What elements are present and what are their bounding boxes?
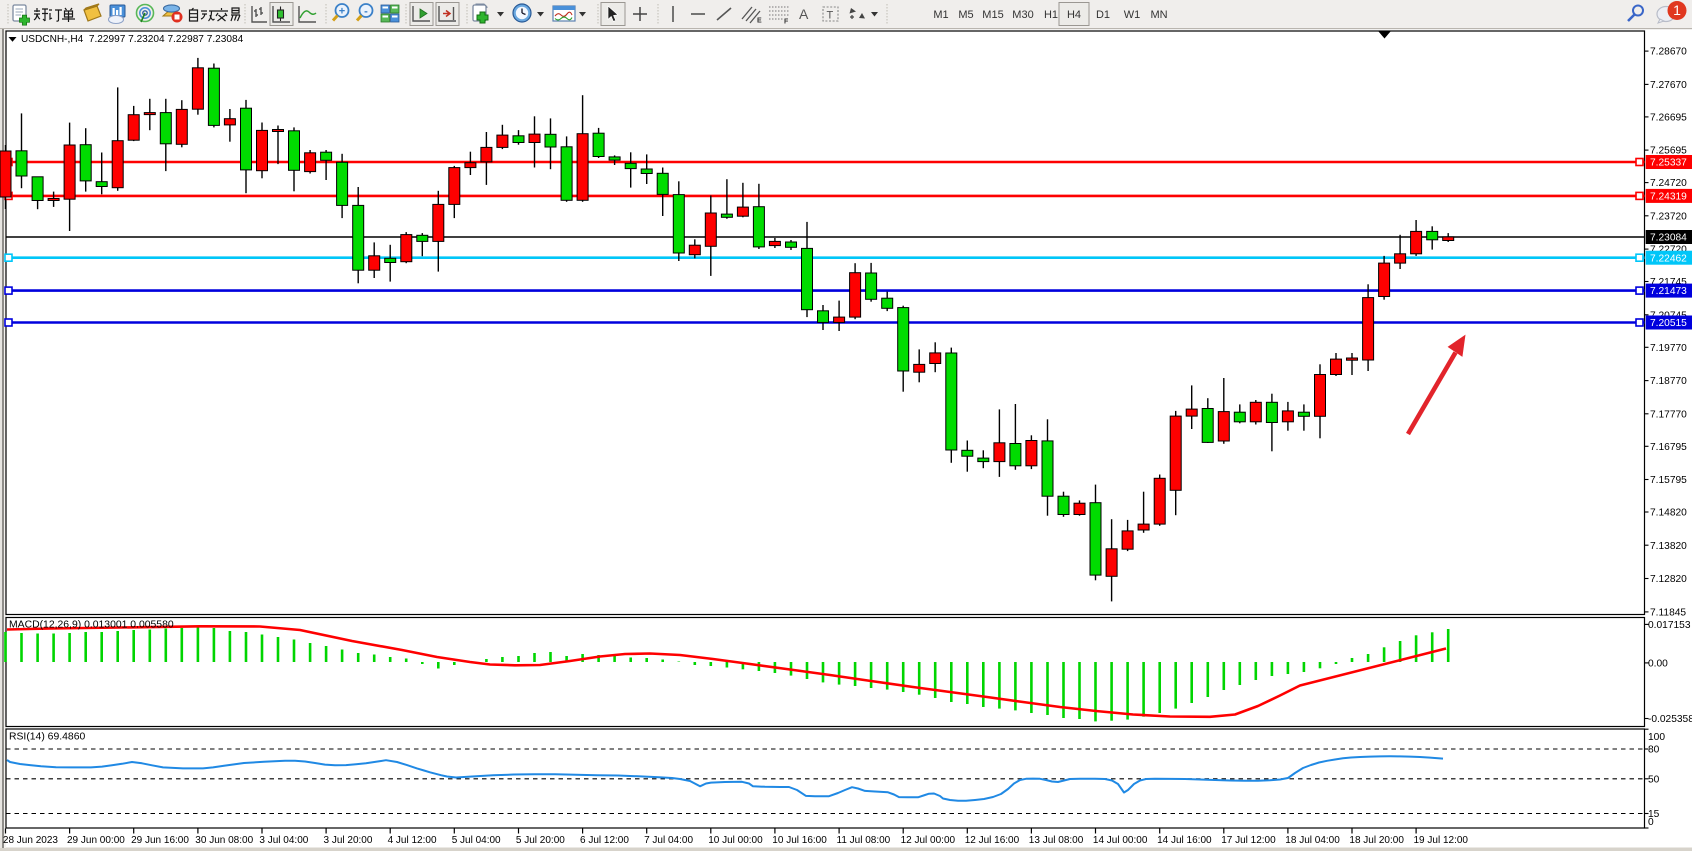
svg-text:10 Jul 16:00: 10 Jul 16:00 (772, 835, 827, 846)
svg-text:29 Jun 16:00: 29 Jun 16:00 (131, 835, 189, 846)
svg-text:18 Jul 20:00: 18 Jul 20:00 (1349, 835, 1404, 846)
svg-text:MN: MN (1150, 9, 1167, 21)
svg-text:7.28670: 7.28670 (1650, 47, 1687, 58)
svg-text:3 Jul 04:00: 3 Jul 04:00 (259, 835, 308, 846)
svg-text:H4: H4 (1067, 9, 1081, 21)
svg-text:7.17770: 7.17770 (1650, 409, 1687, 420)
svg-text:7.19770: 7.19770 (1650, 343, 1687, 354)
svg-text:15: 15 (1648, 809, 1660, 820)
svg-text:1: 1 (1673, 2, 1681, 18)
svg-text:13 Jul 08:00: 13 Jul 08:00 (1029, 835, 1084, 846)
svg-text:0.00: 0.00 (1648, 659, 1668, 670)
svg-text:5 Jul 20:00: 5 Jul 20:00 (516, 835, 565, 846)
svg-text:7.24720: 7.24720 (1650, 178, 1687, 189)
svg-text:USDCNH-,H4 7.22997 7.23204 7.: USDCNH-,H4 7.22997 7.23204 7.22987 7.230… (21, 34, 244, 45)
svg-text:0.017153: 0.017153 (1648, 620, 1691, 631)
svg-text:7.14820: 7.14820 (1650, 508, 1687, 519)
svg-text:M5: M5 (958, 9, 973, 21)
svg-text:18 Jul 04:00: 18 Jul 04:00 (1285, 835, 1340, 846)
svg-text:28 Jun 2023: 28 Jun 2023 (3, 835, 58, 846)
svg-text:7 Jul 04:00: 7 Jul 04:00 (644, 835, 693, 846)
svg-text:A: A (799, 6, 809, 22)
svg-text:12 Jul 00:00: 12 Jul 00:00 (901, 835, 956, 846)
svg-text:7.25695: 7.25695 (1650, 146, 1687, 157)
svg-text:7.21473: 7.21473 (1650, 286, 1687, 297)
svg-text:7.26695: 7.26695 (1650, 113, 1687, 124)
svg-text:14 Jul 00:00: 14 Jul 00:00 (1093, 835, 1148, 846)
svg-text:+: + (339, 5, 345, 17)
svg-text:12 Jul 16:00: 12 Jul 16:00 (965, 835, 1020, 846)
svg-text:7.15795: 7.15795 (1650, 475, 1687, 486)
svg-text:F: F (784, 19, 789, 26)
svg-text:14 Jul 16:00: 14 Jul 16:00 (1157, 835, 1212, 846)
svg-text:7.13820: 7.13820 (1650, 541, 1687, 552)
svg-text:H1: H1 (1044, 9, 1058, 21)
svg-text:MACD(12,26,9) 0.013001 0.00558: MACD(12,26,9) 0.013001 0.005580 (9, 620, 174, 631)
svg-text:5 Jul 04:00: 5 Jul 04:00 (452, 835, 501, 846)
svg-text:50: 50 (1648, 774, 1660, 785)
svg-text:100: 100 (1648, 732, 1665, 743)
svg-text:10 Jul 00:00: 10 Jul 00:00 (708, 835, 763, 846)
svg-text:-0.025358: -0.025358 (1648, 714, 1692, 725)
svg-text:7.11845: 7.11845 (1650, 608, 1686, 619)
svg-text:7.24319: 7.24319 (1650, 192, 1687, 203)
svg-text:7.18770: 7.18770 (1650, 376, 1687, 387)
svg-text:6 Jul 12:00: 6 Jul 12:00 (580, 835, 629, 846)
svg-text:7.27670: 7.27670 (1650, 80, 1687, 91)
svg-text:30 Jun 08:00: 30 Jun 08:00 (195, 835, 253, 846)
svg-text:17 Jul 12:00: 17 Jul 12:00 (1221, 835, 1276, 846)
svg-text:80: 80 (1648, 745, 1660, 756)
svg-text:11 Jul 08:00: 11 Jul 08:00 (837, 835, 891, 846)
svg-text:19 Jul 12:00: 19 Jul 12:00 (1414, 835, 1469, 846)
svg-text:7.23084: 7.23084 (1650, 233, 1687, 244)
svg-text:7.22462: 7.22462 (1650, 253, 1687, 264)
svg-text:M1: M1 (933, 9, 948, 21)
svg-text:7.21745: 7.21745 (1650, 277, 1687, 288)
svg-text:7.16795: 7.16795 (1650, 442, 1687, 453)
svg-text:4 Jul 12:00: 4 Jul 12:00 (388, 835, 437, 846)
svg-text:T: T (827, 10, 834, 22)
svg-text:7.12820: 7.12820 (1650, 574, 1687, 585)
svg-text:E: E (757, 18, 762, 25)
svg-text:7.22720: 7.22720 (1650, 245, 1687, 256)
svg-text:M15: M15 (982, 9, 1003, 21)
svg-text:29 Jun 00:00: 29 Jun 00:00 (67, 835, 125, 846)
svg-text:7.20515: 7.20515 (1650, 318, 1687, 329)
svg-text:W1: W1 (1124, 9, 1141, 21)
svg-text:7.25337: 7.25337 (1650, 158, 1687, 169)
svg-text:D1: D1 (1096, 9, 1110, 21)
svg-text:3 Jul 20:00: 3 Jul 20:00 (324, 835, 373, 846)
svg-text:-: - (364, 5, 368, 17)
svg-text:RSI(14) 69.4860: RSI(14) 69.4860 (9, 732, 85, 743)
svg-text:0: 0 (1648, 817, 1654, 828)
svg-text:7.23720: 7.23720 (1650, 211, 1687, 222)
svg-text:M30: M30 (1012, 9, 1033, 21)
